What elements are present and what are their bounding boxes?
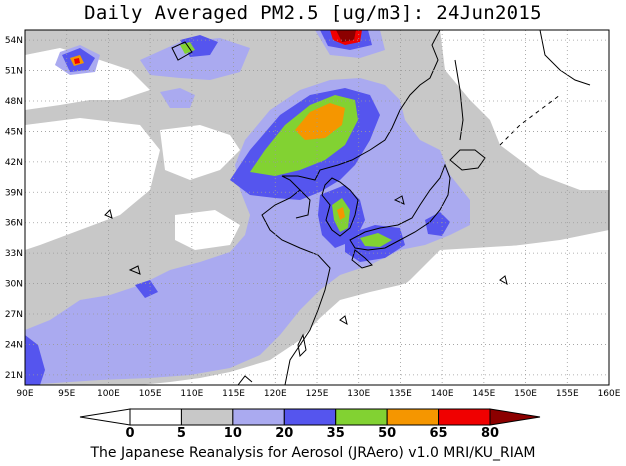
map-title: Daily Averaged PM2.5 [ug/m3]: 24Jun2015 xyxy=(84,2,542,24)
lat-tick-label: 21N xyxy=(5,371,23,381)
pm25-white-patch xyxy=(300,240,609,385)
pm25-white-patch xyxy=(175,210,240,250)
lon-tick-label: 155E xyxy=(556,389,579,399)
colorbar-cell xyxy=(335,408,388,426)
coastline-hainan xyxy=(237,375,253,385)
lon-tick-label: 115E xyxy=(222,389,245,399)
coastline-islands xyxy=(104,195,508,326)
lon-tick-label: 110E xyxy=(180,389,203,399)
colorbar-label: 80 xyxy=(481,426,499,441)
credit-line: The Japanese Reanalysis for Aerosol (JRA… xyxy=(90,445,536,461)
colorbar-cell xyxy=(232,408,285,426)
coastline-kyushu xyxy=(351,249,373,269)
lon-tick-label: 105E xyxy=(139,389,162,399)
lat-tick-label: 42N xyxy=(5,158,23,168)
map-grid xyxy=(25,30,609,385)
pm25-band-35-50 xyxy=(360,233,392,247)
lon-tick-label: 140E xyxy=(431,389,454,399)
coastline-mainland xyxy=(261,30,441,385)
lat-tick-label: 54N xyxy=(5,36,23,46)
lon-tick-label: 100E xyxy=(97,389,120,399)
pm25-band-20-35 xyxy=(135,280,158,298)
lat-tick-label: 33N xyxy=(5,249,23,259)
lat-tick-label: 48N xyxy=(5,97,23,107)
pm25-band-50-65 xyxy=(337,207,345,220)
coastline-kurils xyxy=(499,94,561,146)
lon-tick-label: 135E xyxy=(389,389,412,399)
lat-tick-label: 30N xyxy=(5,280,23,290)
coastline-korea xyxy=(321,177,359,237)
colorbar: 0 5 10 20 35 50 65 80 xyxy=(79,408,541,441)
pm25-band-10-20 xyxy=(160,88,195,108)
colorbar-label: 50 xyxy=(378,426,396,441)
coastline-lake-baikal xyxy=(171,41,193,61)
coastline-sakhalin xyxy=(454,59,464,141)
colorbar-label: 35 xyxy=(327,426,345,441)
coastline-taiwan xyxy=(297,333,307,358)
coastline-kamchatka xyxy=(539,30,591,86)
colorbar-label: 5 xyxy=(177,426,186,441)
pm25-band-10-20 xyxy=(140,38,250,80)
colorbar-right-arrow xyxy=(489,408,541,426)
lat-tick-labels: 21N 24N 27N 30N 33N 36N 39N 42N 45N 48N 51N 54N xyxy=(5,36,23,381)
lat-tick-label: 27N xyxy=(5,310,23,320)
colorbar-left-arrow xyxy=(79,408,131,426)
colorbar-label: 0 xyxy=(125,426,134,441)
coastline-japan-hokkaido xyxy=(449,149,486,171)
lat-tick-label: 36N xyxy=(5,219,23,229)
coastline-bohai xyxy=(295,189,311,219)
lon-tick-label: 95E xyxy=(58,389,75,399)
pm25-band-20-35 xyxy=(425,212,450,236)
colorbar-cell xyxy=(283,408,337,426)
pm25-white-patch xyxy=(470,30,609,175)
map-frame xyxy=(24,29,610,386)
colorbar-cell xyxy=(129,408,182,426)
colorbar-label: 10 xyxy=(224,426,242,441)
pm25-band-over-80 xyxy=(336,30,356,42)
lon-tick-label: 120E xyxy=(264,389,287,399)
colorbar-label: 65 xyxy=(430,426,448,441)
lat-tick-label: 24N xyxy=(5,340,23,350)
lat-tick-label: 45N xyxy=(5,127,23,137)
lon-tick-label: 125E xyxy=(306,389,329,399)
pm25-band-50-65 xyxy=(295,103,345,140)
lon-tick-label: 90E xyxy=(16,389,33,399)
colorbar-cell xyxy=(180,408,234,426)
lon-tick-label: 150E xyxy=(514,389,537,399)
lat-tick-label: 51N xyxy=(5,67,23,77)
pm25-band-20-35 xyxy=(25,335,45,385)
colorbar-label: 20 xyxy=(275,426,293,441)
lon-tick-label: 130E xyxy=(347,389,370,399)
pm25-field xyxy=(25,30,609,385)
pm25-band-65-80 xyxy=(74,58,80,64)
colorbar-cell xyxy=(438,408,491,426)
coastline-japan-honshu xyxy=(349,163,451,251)
lon-tick-label: 145E xyxy=(472,389,495,399)
coastlines xyxy=(104,30,591,385)
colorbar-cell xyxy=(386,408,440,426)
lat-tick-label: 39N xyxy=(5,188,23,198)
pm25-white-patch xyxy=(160,125,240,180)
lon-tick-label: 160E xyxy=(598,389,621,399)
pm25-white-patch xyxy=(25,118,160,250)
lon-tick-labels: 90E 95E 100E 105E 110E 115E 120E 125E 130E 135E 14… xyxy=(16,389,620,399)
